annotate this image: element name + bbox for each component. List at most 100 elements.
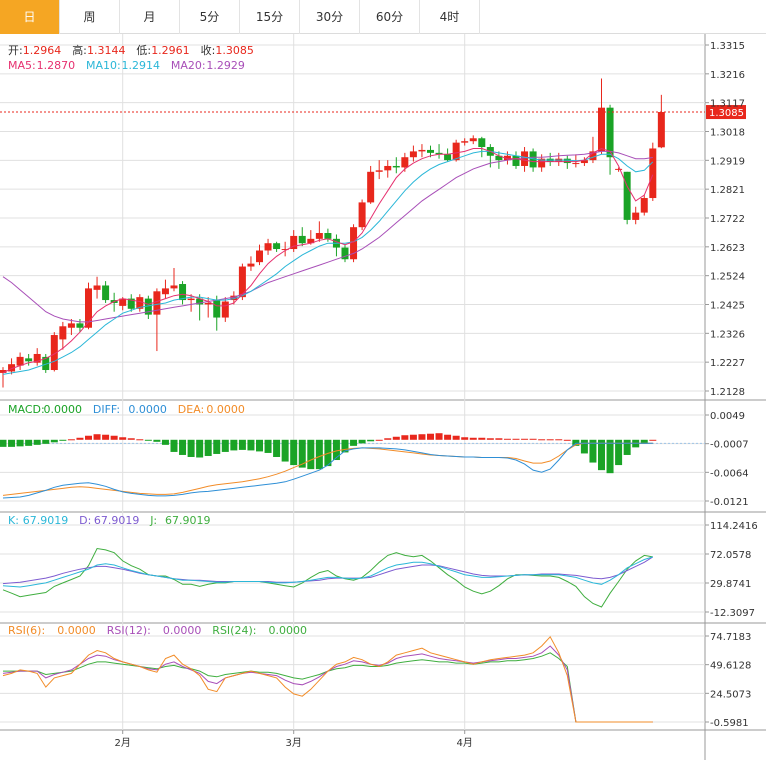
macd-bar — [350, 439, 358, 446]
tick-label-price: 1.2524 — [710, 272, 745, 283]
macd-bar — [196, 439, 204, 458]
macd-bar — [204, 439, 212, 456]
candle-body — [375, 170, 383, 172]
macd-legend-label: DEA: — [178, 403, 204, 416]
macd-bar — [623, 439, 631, 455]
tab-1[interactable]: 周 — [60, 0, 120, 34]
candle-body — [298, 235, 306, 244]
candle-body — [358, 202, 366, 228]
tab-5[interactable]: 30分 — [300, 0, 360, 34]
macd-bar — [161, 439, 169, 445]
j-line — [2, 547, 653, 608]
tick-label-macd: 0.0049 — [710, 411, 745, 422]
macd-bar — [606, 439, 614, 474]
month-label: 2月 — [115, 737, 131, 749]
candle-body — [632, 212, 640, 220]
candle-body — [42, 356, 50, 371]
macd-legend-label: DIFF: — [93, 403, 120, 416]
tab-2[interactable]: 月 — [120, 0, 180, 34]
candle-body — [238, 266, 246, 298]
candle-body — [409, 151, 417, 158]
ma-legend-value: 1.2870 — [37, 59, 76, 72]
candle-body — [538, 158, 546, 168]
macd-bar — [478, 437, 486, 440]
macd-bar — [85, 435, 92, 440]
macd-bar — [264, 439, 272, 453]
tick-label-kdj: 29.8741 — [710, 579, 751, 590]
kdj-legend-value: 67.9019 — [165, 514, 211, 527]
macd-bar — [102, 434, 110, 440]
dif-line — [2, 442, 653, 499]
ma5-line — [2, 147, 654, 374]
candle-body — [59, 326, 67, 340]
macd-bar — [401, 435, 409, 440]
rsi-legend-value: 0.0000 — [163, 624, 202, 637]
candle-body — [435, 152, 443, 155]
macd-bar — [247, 439, 255, 451]
candle-body — [503, 155, 511, 161]
macd-bar — [580, 439, 588, 454]
tab-4[interactable]: 15分 — [240, 0, 300, 34]
macd-bar — [563, 439, 571, 441]
rsi-legend-label: RSI(12): — [107, 624, 151, 637]
candle-body — [350, 227, 358, 260]
tick-label-price: 1.2821 — [710, 185, 745, 196]
last-price-tag — [706, 105, 746, 120]
tick-label-rsi: 74.7183 — [710, 632, 751, 643]
candle-body — [589, 151, 597, 161]
candle-body — [281, 249, 289, 251]
candle-body — [93, 285, 101, 290]
macd-bar — [332, 439, 340, 461]
candle-body — [187, 298, 195, 301]
tab-3[interactable]: 5分 — [180, 0, 240, 34]
ma-legend-value: 1.2929 — [206, 59, 245, 72]
ma-legend-label: MA5: — [8, 59, 36, 72]
macd-bar — [503, 438, 511, 440]
macd-bar — [170, 439, 178, 452]
tick-label-rsi: -0.5981 — [710, 718, 749, 729]
candle-body — [170, 285, 178, 289]
macd-bar — [452, 435, 460, 440]
ma20-line — [2, 150, 653, 323]
tick-label-price: 1.2722 — [710, 214, 745, 225]
macd-bar — [59, 439, 67, 441]
candle-body — [444, 154, 452, 161]
tab-6[interactable]: 60分 — [360, 0, 420, 34]
tick-label-kdj: -12.3097 — [710, 608, 755, 619]
macd-bar — [33, 439, 41, 445]
candle-body — [213, 300, 221, 318]
candle-body — [384, 165, 392, 171]
tab-0[interactable]: 日 — [0, 0, 60, 34]
ohlc-legend-label: 高: — [72, 43, 87, 57]
candle-body — [0, 370, 7, 373]
candle-body — [153, 291, 161, 315]
macd-bar — [298, 439, 306, 468]
candle-body — [264, 243, 272, 251]
candle-body — [8, 364, 16, 372]
candle-body — [615, 168, 623, 170]
candle-body — [273, 243, 281, 250]
candle-body — [144, 298, 152, 315]
rsi12-line — [2, 645, 653, 723]
candle-body — [204, 302, 212, 305]
macd-bar — [486, 438, 494, 440]
macd-bar — [42, 439, 50, 444]
candle-body — [495, 155, 503, 161]
candle-body — [161, 288, 169, 295]
ohlc-legend-value: 1.3085 — [215, 44, 254, 57]
candle-body — [324, 233, 332, 239]
candle-body — [127, 298, 135, 309]
macd-bar — [119, 437, 127, 440]
candle-body — [67, 323, 75, 328]
macd-bar — [555, 439, 563, 441]
macd-bar — [16, 439, 24, 447]
macd-legend-label: MACD: — [8, 403, 45, 416]
tick-label-macd: -0.0121 — [710, 497, 749, 508]
candle-body — [623, 171, 631, 220]
macd-bar — [136, 439, 144, 441]
month-label: 3月 — [286, 737, 302, 749]
candle-body — [179, 284, 187, 301]
macd-bar — [76, 437, 84, 440]
macd-bar — [273, 439, 281, 457]
tab-7[interactable]: 4时 — [420, 0, 480, 34]
